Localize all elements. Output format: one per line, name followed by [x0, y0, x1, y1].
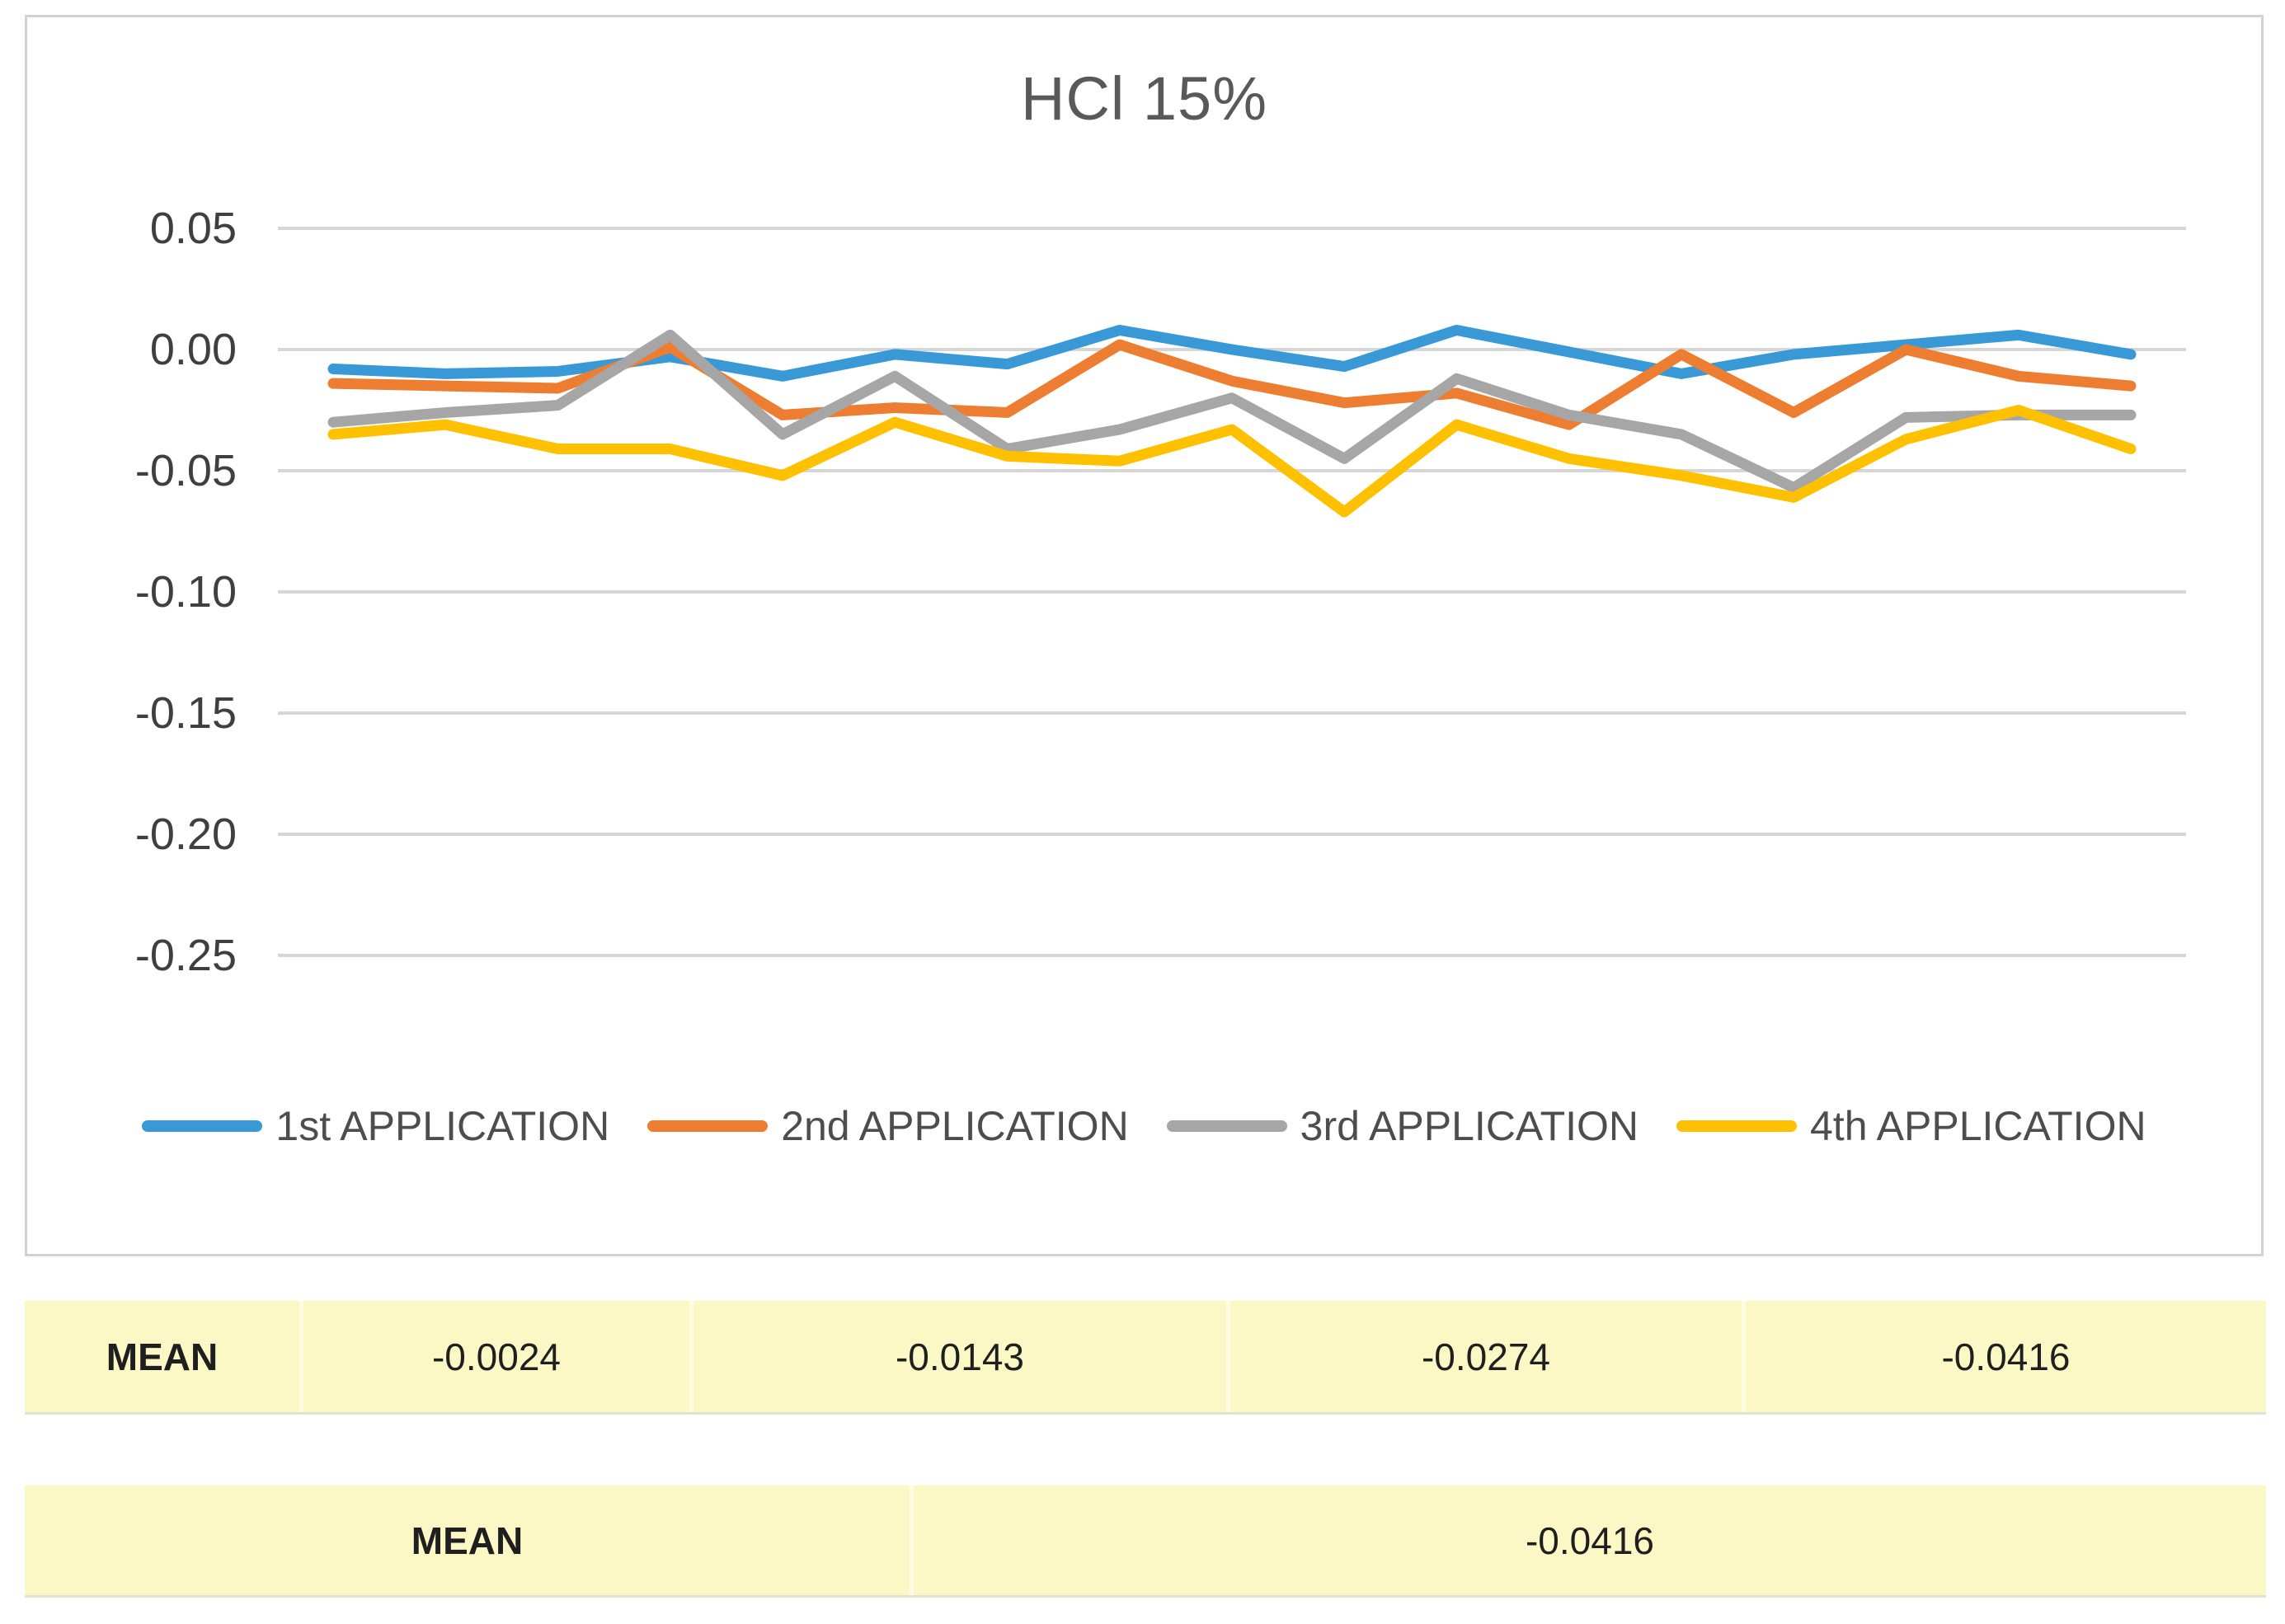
- series-line-4th-application: [327, 405, 2137, 518]
- y-axis-tick-label: -0.10: [135, 567, 237, 617]
- legend-item-3rd-application: 3rd APPLICATION: [1166, 1102, 1639, 1150]
- legend-label: 2nd APPLICATION: [781, 1103, 1129, 1149]
- legend-label: 3rd APPLICATION: [1300, 1103, 1639, 1149]
- legend-label: 4th APPLICATION: [1810, 1103, 2146, 1149]
- series-line-2nd-application: [327, 339, 2137, 430]
- mean-value-3rd-application: -0.0274: [1230, 1301, 1746, 1412]
- series-2-swatch-icon: [647, 1120, 769, 1132]
- per-application-mean-table: MEAN -0.0024 -0.0143 -0.0274 -0.0416: [25, 1301, 2266, 1415]
- y-axis-tick-label: -0.20: [135, 810, 237, 859]
- overall-mean-value: -0.0416: [1525, 1518, 1654, 1562]
- mean-value-4th-application: -0.0416: [1941, 1335, 2071, 1378]
- legend-item-4th-application: 4th APPLICATION: [1676, 1102, 2146, 1150]
- legend-item-1st-application: 1st APPLICATION: [142, 1102, 609, 1150]
- mean-value-1st-application: -0.0024: [303, 1301, 693, 1412]
- series-line-3rd-application: [327, 329, 2137, 494]
- chart-legend: 1st APPLICATION 2nd APPLICATION 3rd APPL…: [27, 1099, 2261, 1153]
- overall-mean-label: MEAN: [25, 1486, 914, 1595]
- series-4-swatch-icon: [1676, 1120, 1797, 1132]
- mean-value-2nd-application: -0.0143: [693, 1301, 1230, 1412]
- y-axis-tick-label: -0.05: [135, 446, 237, 495]
- mean-row-label: MEAN: [25, 1301, 303, 1412]
- overall-mean-table: MEAN -0.0416: [25, 1486, 2266, 1598]
- series-3-swatch-icon: [1166, 1120, 1287, 1132]
- chart-title: HCl 15%: [1021, 64, 1267, 133]
- plot-area: 0.05 0.00 -0.05 -0.10 -0.15 -0.20 -0.25: [135, 204, 2186, 980]
- y-axis-tick-label: -0.25: [135, 931, 237, 980]
- legend-label: 1st APPLICATION: [275, 1103, 610, 1149]
- legend-item-2nd-application: 2nd APPLICATION: [647, 1102, 1129, 1150]
- y-axis-tick-label: 0.00: [150, 325, 237, 374]
- y-axis-tick-label: -0.15: [135, 688, 237, 738]
- y-axis-tick-label: 0.05: [150, 204, 237, 253]
- chart-area: HCl 15% 0.05 0.00 -0.05 -0.10 -0.15 -0.20 -0.2…: [25, 15, 2264, 1256]
- series-1-swatch-icon: [142, 1120, 263, 1132]
